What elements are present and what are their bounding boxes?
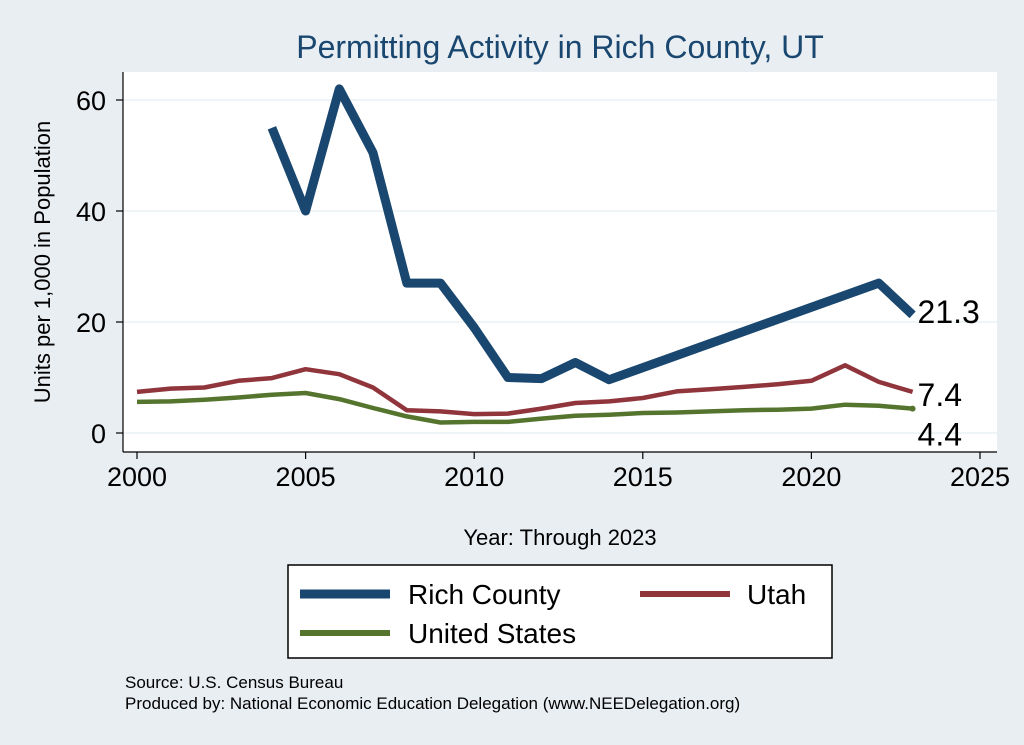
x-axis-label: Year: Through 2023 [463,525,656,550]
legend-box [287,564,833,659]
x-tick-label-2015: 2015 [613,462,673,492]
y-tick-label-60: 60 [76,86,106,116]
end-label-utah: 7.4 [918,377,962,413]
plot-area [123,72,997,452]
source-note: Source: U.S. Census Bureau [125,673,343,692]
end-labels: 21.3 7.4 4.4 [918,294,980,453]
y-axis-ticks: 0 20 40 60 [76,86,123,449]
y-tick-label-0: 0 [91,419,106,449]
end-label-united-states: 4.4 [918,417,962,453]
y-tick-label-20: 20 [76,308,106,338]
legend: Rich County Utah United States [287,564,833,659]
series-line-rich-county [267,84,916,385]
legend-label-rich-county: Rich County [408,579,561,610]
series-line-utah [136,363,914,417]
y-axis-label: Units per 1,000 in Population [30,121,55,404]
producer-note: Produced by: National Economic Education… [125,694,740,713]
y-tick-label-40: 40 [76,197,106,227]
series-line-united-states [136,390,913,425]
x-tick-label-2005: 2005 [276,462,336,492]
axes [122,72,997,453]
series-lines [136,84,916,425]
x-tick-label-2020: 2020 [781,462,841,492]
x-axis-ticks: 2000 2005 2010 2015 2020 2025 [107,452,1010,492]
x-tick-label-2010: 2010 [444,462,504,492]
legend-label-utah: Utah [747,579,806,610]
end-label-rich-county: 21.3 [918,294,980,330]
legend-label-united-states: United States [408,618,576,649]
x-tick-label-2000: 2000 [107,462,167,492]
series-end-marker-united-states [909,405,916,412]
x-tick-label-2025: 2025 [950,462,1010,492]
chart-title: Permitting Activity in Rich County, UT [296,29,824,65]
gridlines [123,99,997,434]
